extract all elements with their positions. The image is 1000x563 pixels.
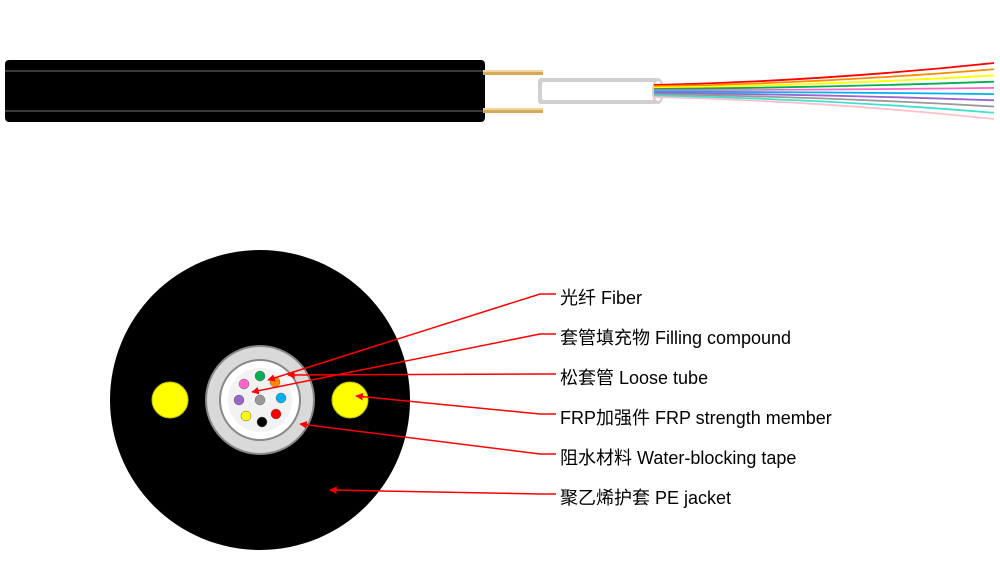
leader-line <box>288 374 556 375</box>
cable-diagram <box>0 0 1000 563</box>
side-view <box>5 60 994 122</box>
fiber-dot <box>255 395 265 405</box>
component-label: 松套管 Loose tube <box>560 364 708 390</box>
fiber-dot <box>241 411 251 421</box>
component-label: 套管填充物 Filling compound <box>560 324 791 350</box>
cross-section <box>110 250 410 550</box>
fiber-dot <box>234 395 244 405</box>
component-label: 聚乙烯护套 PE jacket <box>560 484 731 510</box>
component-label: 阻水材料 Water-blocking tape <box>560 444 796 470</box>
component-label: 光纤 Fiber <box>560 284 642 310</box>
component-label: FRP加强件 FRP strength member <box>560 404 832 430</box>
fiber-dot <box>255 371 265 381</box>
fiber-dot <box>276 393 286 403</box>
fiber-dot <box>257 417 267 427</box>
fiber-dot <box>271 409 281 419</box>
fiber-dot <box>239 379 249 389</box>
frp-right <box>332 382 368 418</box>
frp-left <box>152 382 188 418</box>
